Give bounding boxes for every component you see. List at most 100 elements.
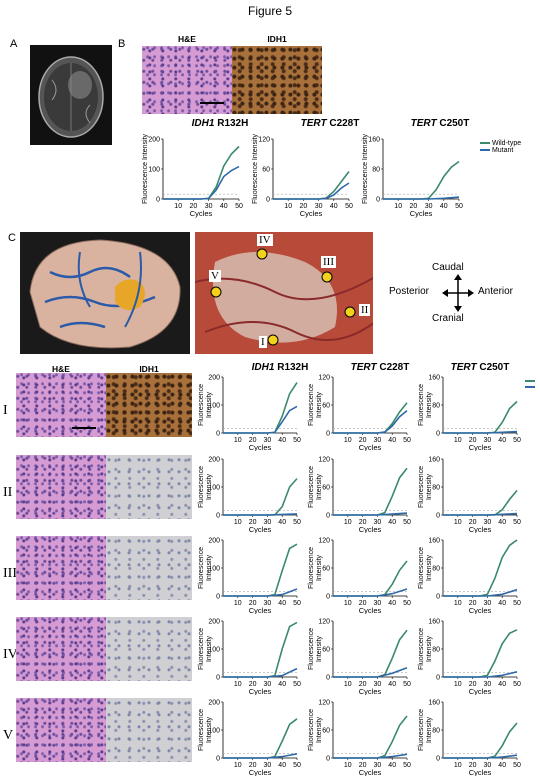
grid-legend-swatch-mutant <box>525 386 535 388</box>
x-tick-label: 50 <box>293 762 301 769</box>
row-label: II <box>3 485 13 500</box>
y-tick-label: 0 <box>436 431 440 438</box>
qpcr-chart: 0 60 120 10 20 30 40 50 Cycles Fluorescence Intens… <box>308 375 411 452</box>
y-tick-label: 0 <box>216 675 220 682</box>
x-axis-label: Cycles <box>469 687 492 695</box>
x-tick-label: 10 <box>344 600 352 607</box>
x-tick-label: 30 <box>264 681 272 688</box>
x-tick-label: 10 <box>344 519 352 526</box>
x-tick-label: 40 <box>388 437 396 444</box>
y-axis-label: Intensity <box>206 473 213 500</box>
x-tick-label: 30 <box>264 600 272 607</box>
row-label: III <box>3 566 17 581</box>
y-axis-label: Intensity <box>206 554 213 581</box>
region-label-iv: IV <box>257 234 273 246</box>
mri-brain-drawing <box>38 56 104 138</box>
x-tick-label: 20 <box>469 519 477 526</box>
x-axis-label: Cycles <box>249 606 272 614</box>
y-tick-label: 0 <box>436 756 440 763</box>
x-axis-label: Cycles <box>359 606 382 614</box>
region-label-iii: III <box>321 256 336 268</box>
y-tick-label: 60 <box>322 485 330 492</box>
idh1-stain-image <box>106 455 192 519</box>
y-tick-label: 200 <box>208 375 220 382</box>
x-tick-label: 30 <box>264 437 272 444</box>
y-tick-label: 80 <box>432 647 440 654</box>
x-tick-label: 10 <box>454 762 462 769</box>
x-tick-label: 40 <box>330 203 338 210</box>
x-axis-label: Cycles <box>359 525 382 533</box>
y-axis-label: Intensity <box>206 635 213 662</box>
y-tick-label: 100 <box>208 647 220 654</box>
y-axis-label: Fluorescence <box>198 466 205 508</box>
x-tick-label: 10 <box>234 519 242 526</box>
series-line-wildtype <box>223 718 298 759</box>
x-tick-label: 10 <box>174 203 182 210</box>
y-tick-label: 0 <box>216 594 220 601</box>
x-tick-label: 50 <box>513 600 521 607</box>
series-line-wildtype <box>443 539 518 597</box>
x-tick-label: 10 <box>454 681 462 688</box>
x-tick-label: 40 <box>278 437 286 444</box>
x-tick-label: 40 <box>278 519 286 526</box>
x-tick-label: 40 <box>220 203 228 210</box>
x-tick-label: 50 <box>403 600 411 607</box>
qpcr-chart: 0 80 160 10 20 30 40 50 Cycles Fluorescence Intens… <box>418 375 521 452</box>
scale-bar <box>72 427 96 429</box>
x-axis-label: Cycles <box>300 209 323 218</box>
x-tick-label: 10 <box>344 681 352 688</box>
he-stain-image <box>16 698 106 762</box>
y-tick-label: 120 <box>318 375 330 382</box>
y-axis-label: Fluorescence <box>418 547 425 589</box>
x-tick-label: 10 <box>234 681 242 688</box>
b-chart-tert250: 0 80 160 10 20 30 40 50 Cycles Fluorescence Inten… <box>362 133 463 218</box>
y-tick-label: 160 <box>368 137 380 144</box>
he-stain-image <box>16 617 106 681</box>
x-tick-label: 20 <box>249 600 257 607</box>
b-chart-tert228: 0 60 120 10 20 30 40 50 Cycles Fluorescence Inten… <box>252 133 353 218</box>
y-tick-label: 120 <box>318 457 330 464</box>
y-tick-label: 0 <box>326 594 330 601</box>
x-axis-label: Cycles <box>359 768 382 776</box>
y-axis-label: Intensity <box>316 391 323 418</box>
y-tick-label: 80 <box>432 403 440 410</box>
x-tick-label: 50 <box>345 203 353 210</box>
y-axis-label: Fluorescence Intensity <box>252 133 259 204</box>
x-tick-label: 20 <box>249 437 257 444</box>
grid-idh1-header: IDH1 <box>139 364 159 374</box>
orientation-anterior: Anterior <box>478 286 514 297</box>
row-label: V <box>3 728 14 743</box>
y-tick-label: 0 <box>326 756 330 763</box>
y-axis-label: Fluorescence <box>418 384 425 426</box>
x-tick-label: 20 <box>249 681 257 688</box>
qpcr-chart: 0 60 120 10 20 30 40 50 Cycles Fluorescence Intens… <box>308 619 411 696</box>
series-line-mutant <box>443 512 518 516</box>
x-tick-label: 30 <box>374 762 382 769</box>
y-axis-label: Fluorescence <box>198 709 205 751</box>
x-axis-label: Cycles <box>359 443 382 451</box>
x-tick-label: 10 <box>454 519 462 526</box>
figure-title: Figure 5 <box>247 4 293 18</box>
x-tick-label: 50 <box>513 681 521 688</box>
qpcr-chart: 0 100 200 10 20 30 40 50 Cycles Fluorescence Inten… <box>198 375 301 452</box>
y-tick-label: 0 <box>266 197 270 204</box>
qpcr-chart: 0 80 160 10 20 30 40 50 Cycles Fluorescence Intens… <box>418 457 521 534</box>
x-tick-label: 40 <box>498 437 506 444</box>
x-axis-label: Cycles <box>410 209 433 218</box>
x-tick-label: 40 <box>278 681 286 688</box>
x-tick-label: 30 <box>264 762 272 769</box>
series-line-mutant <box>223 588 298 597</box>
surgical-field-drawing <box>194 248 376 346</box>
x-tick-label: 40 <box>440 203 448 210</box>
brain-model-drawing <box>29 239 181 349</box>
x-tick-label: 30 <box>484 600 492 607</box>
series-line-wildtype <box>333 467 408 516</box>
idh1-stain-image <box>106 536 192 600</box>
x-axis-label: Cycles <box>469 606 492 614</box>
x-tick-label: 40 <box>498 519 506 526</box>
x-tick-label: 50 <box>293 519 301 526</box>
grid-title-idh1: IDH1 R132H <box>251 362 309 373</box>
y-axis-label: Intensity <box>316 473 323 500</box>
